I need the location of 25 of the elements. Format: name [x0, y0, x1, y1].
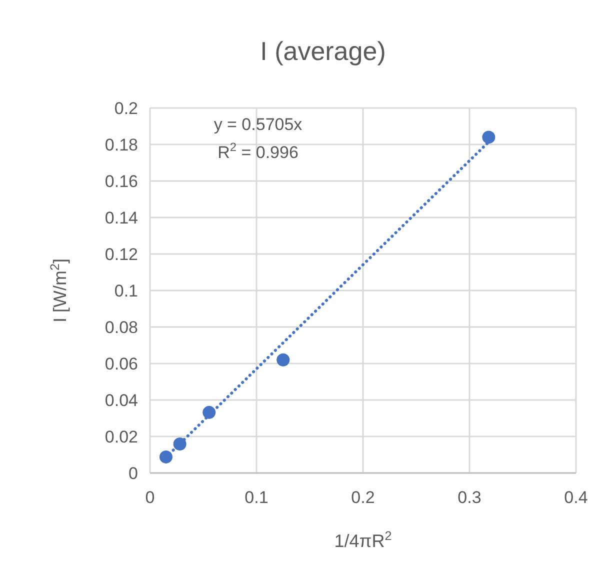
y-tick-label: 0.02: [104, 428, 138, 446]
y-tick-label: 0.08: [104, 318, 138, 337]
x-axis-title: 1/4πR$^{2}$: [334, 529, 392, 551]
point: [276, 353, 290, 366]
x-tick-label: 0.1: [244, 488, 268, 507]
y-tick-label: 0.14: [104, 208, 138, 228]
x-tick-label: 0.3: [458, 488, 482, 507]
y-tick-label: 0.18: [104, 136, 138, 154]
y-tick-label: 0.2: [114, 99, 138, 118]
y-tick-label: 0.06: [104, 354, 138, 374]
x-tick-label: 0.4: [564, 488, 588, 507]
chart-title: I (average): [260, 36, 386, 66]
y-tick-label: 0.04: [104, 391, 138, 410]
annotation: R$^{2}$ = 0.996: [218, 140, 298, 162]
point: [173, 437, 186, 450]
y-tick-label: 0.12: [104, 245, 138, 264]
y-tick-label: 0.16: [104, 172, 138, 191]
point: [482, 130, 496, 144]
point: [202, 406, 216, 419]
y-tick-label: 0.1: [114, 282, 138, 300]
x-tick-label: 0.2: [351, 488, 375, 507]
annotation: y = 0.5705x: [214, 115, 303, 134]
point: [159, 450, 172, 464]
x-tick-label: 0: [145, 488, 155, 507]
y-tick-label: 0: [128, 464, 138, 483]
